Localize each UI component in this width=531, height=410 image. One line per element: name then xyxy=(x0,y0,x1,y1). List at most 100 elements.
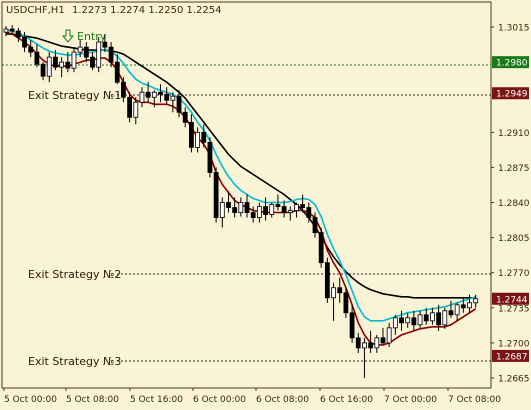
candle[interactable] xyxy=(343,287,349,318)
candle-body-down xyxy=(263,206,268,215)
candle[interactable] xyxy=(145,82,151,103)
candle[interactable] xyxy=(139,87,145,108)
candle[interactable] xyxy=(121,77,126,103)
y-tick-label: 1.2735 xyxy=(498,304,530,314)
candle[interactable] xyxy=(460,297,466,313)
candle[interactable] xyxy=(219,197,225,228)
level-tag-exit1 xyxy=(492,87,529,100)
candle[interactable] xyxy=(423,307,429,325)
candle-body-down xyxy=(349,312,355,339)
candle[interactable] xyxy=(170,92,176,113)
candle-body-down xyxy=(436,312,442,326)
candle[interactable] xyxy=(114,54,120,85)
candle[interactable] xyxy=(448,300,454,318)
candle[interactable] xyxy=(374,334,380,353)
candle[interactable] xyxy=(281,200,287,218)
level-price-tags: 1.2980 1.2949 1.2744 1.2687 xyxy=(492,56,529,362)
candle[interactable] xyxy=(83,42,89,63)
candle[interactable] xyxy=(213,167,219,223)
candle[interactable] xyxy=(244,194,250,218)
candle[interactable] xyxy=(250,206,256,223)
candle[interactable] xyxy=(380,327,386,345)
candle[interactable] xyxy=(454,302,460,321)
candle-body-up xyxy=(392,317,398,329)
candle[interactable] xyxy=(77,40,83,58)
candle[interactable] xyxy=(46,52,52,83)
candle[interactable] xyxy=(337,277,343,303)
candle[interactable] xyxy=(263,197,268,221)
candlestick-series[interactable] xyxy=(3,25,479,378)
candle[interactable] xyxy=(90,52,95,71)
candle[interactable] xyxy=(96,37,102,73)
candle[interactable] xyxy=(238,197,244,217)
candle[interactable] xyxy=(473,294,479,308)
candle[interactable] xyxy=(158,84,163,103)
candle[interactable] xyxy=(362,337,367,378)
candle[interactable] xyxy=(22,32,27,53)
candle-body-down xyxy=(53,56,58,68)
candle[interactable] xyxy=(331,282,336,321)
candle[interactable] xyxy=(15,28,21,43)
candle[interactable] xyxy=(306,202,312,223)
candle[interactable] xyxy=(226,192,231,213)
candle[interactable] xyxy=(133,97,139,125)
candle[interactable] xyxy=(275,194,281,211)
candle[interactable] xyxy=(195,127,200,153)
exit3-label: Exit Strategy №3 xyxy=(28,355,121,368)
candle[interactable] xyxy=(436,304,442,331)
candle[interactable] xyxy=(207,137,213,178)
candle[interactable] xyxy=(417,310,423,328)
candle[interactable] xyxy=(294,202,299,218)
candle-body-up xyxy=(256,206,262,218)
x-tick-label: 7 Oct 00:00 xyxy=(384,395,437,405)
plot-frame xyxy=(1,1,492,389)
candle[interactable] xyxy=(53,50,58,71)
candle[interactable] xyxy=(151,90,157,108)
candle[interactable] xyxy=(176,90,182,118)
candle[interactable] xyxy=(201,124,207,148)
candle[interactable] xyxy=(318,227,324,268)
candle[interactable] xyxy=(349,304,355,343)
candle[interactable] xyxy=(467,294,472,313)
candle-body-up xyxy=(467,302,472,309)
candle[interactable] xyxy=(392,314,398,335)
candle[interactable] xyxy=(269,202,275,218)
candle[interactable] xyxy=(127,92,132,123)
candle[interactable] xyxy=(411,310,417,331)
candle[interactable] xyxy=(28,40,34,58)
candle[interactable] xyxy=(368,330,374,353)
candle[interactable] xyxy=(287,206,293,221)
candle[interactable] xyxy=(355,332,361,353)
candle-body-down xyxy=(306,207,312,218)
y-tick-label: 1.2805 xyxy=(498,234,530,244)
candle[interactable] xyxy=(102,34,108,53)
symbol-timeframe: USDCHF,H1 xyxy=(6,5,65,16)
candle-body-up xyxy=(331,287,336,299)
candle[interactable] xyxy=(232,197,238,218)
candle[interactable] xyxy=(442,307,448,329)
candle[interactable] xyxy=(40,62,46,81)
candle[interactable] xyxy=(324,257,330,303)
candle[interactable] xyxy=(256,202,262,223)
candle[interactable] xyxy=(9,25,15,35)
candle[interactable] xyxy=(71,47,77,73)
candle[interactable] xyxy=(34,44,40,68)
candle-body-down xyxy=(108,46,114,63)
candle[interactable] xyxy=(3,26,9,37)
candle[interactable] xyxy=(108,42,114,68)
candle[interactable] xyxy=(59,57,65,78)
y-tick-label: 1.2665 xyxy=(498,374,530,384)
candle[interactable] xyxy=(164,87,170,105)
candle[interactable] xyxy=(182,107,188,128)
candle[interactable] xyxy=(188,114,194,153)
candle-body-up xyxy=(238,202,244,213)
candle[interactable] xyxy=(430,307,435,325)
candle[interactable] xyxy=(399,310,404,331)
candle[interactable] xyxy=(405,312,411,328)
candle[interactable] xyxy=(65,52,71,73)
candle[interactable] xyxy=(386,322,392,347)
candle[interactable] xyxy=(312,212,318,238)
candle[interactable] xyxy=(300,194,306,213)
